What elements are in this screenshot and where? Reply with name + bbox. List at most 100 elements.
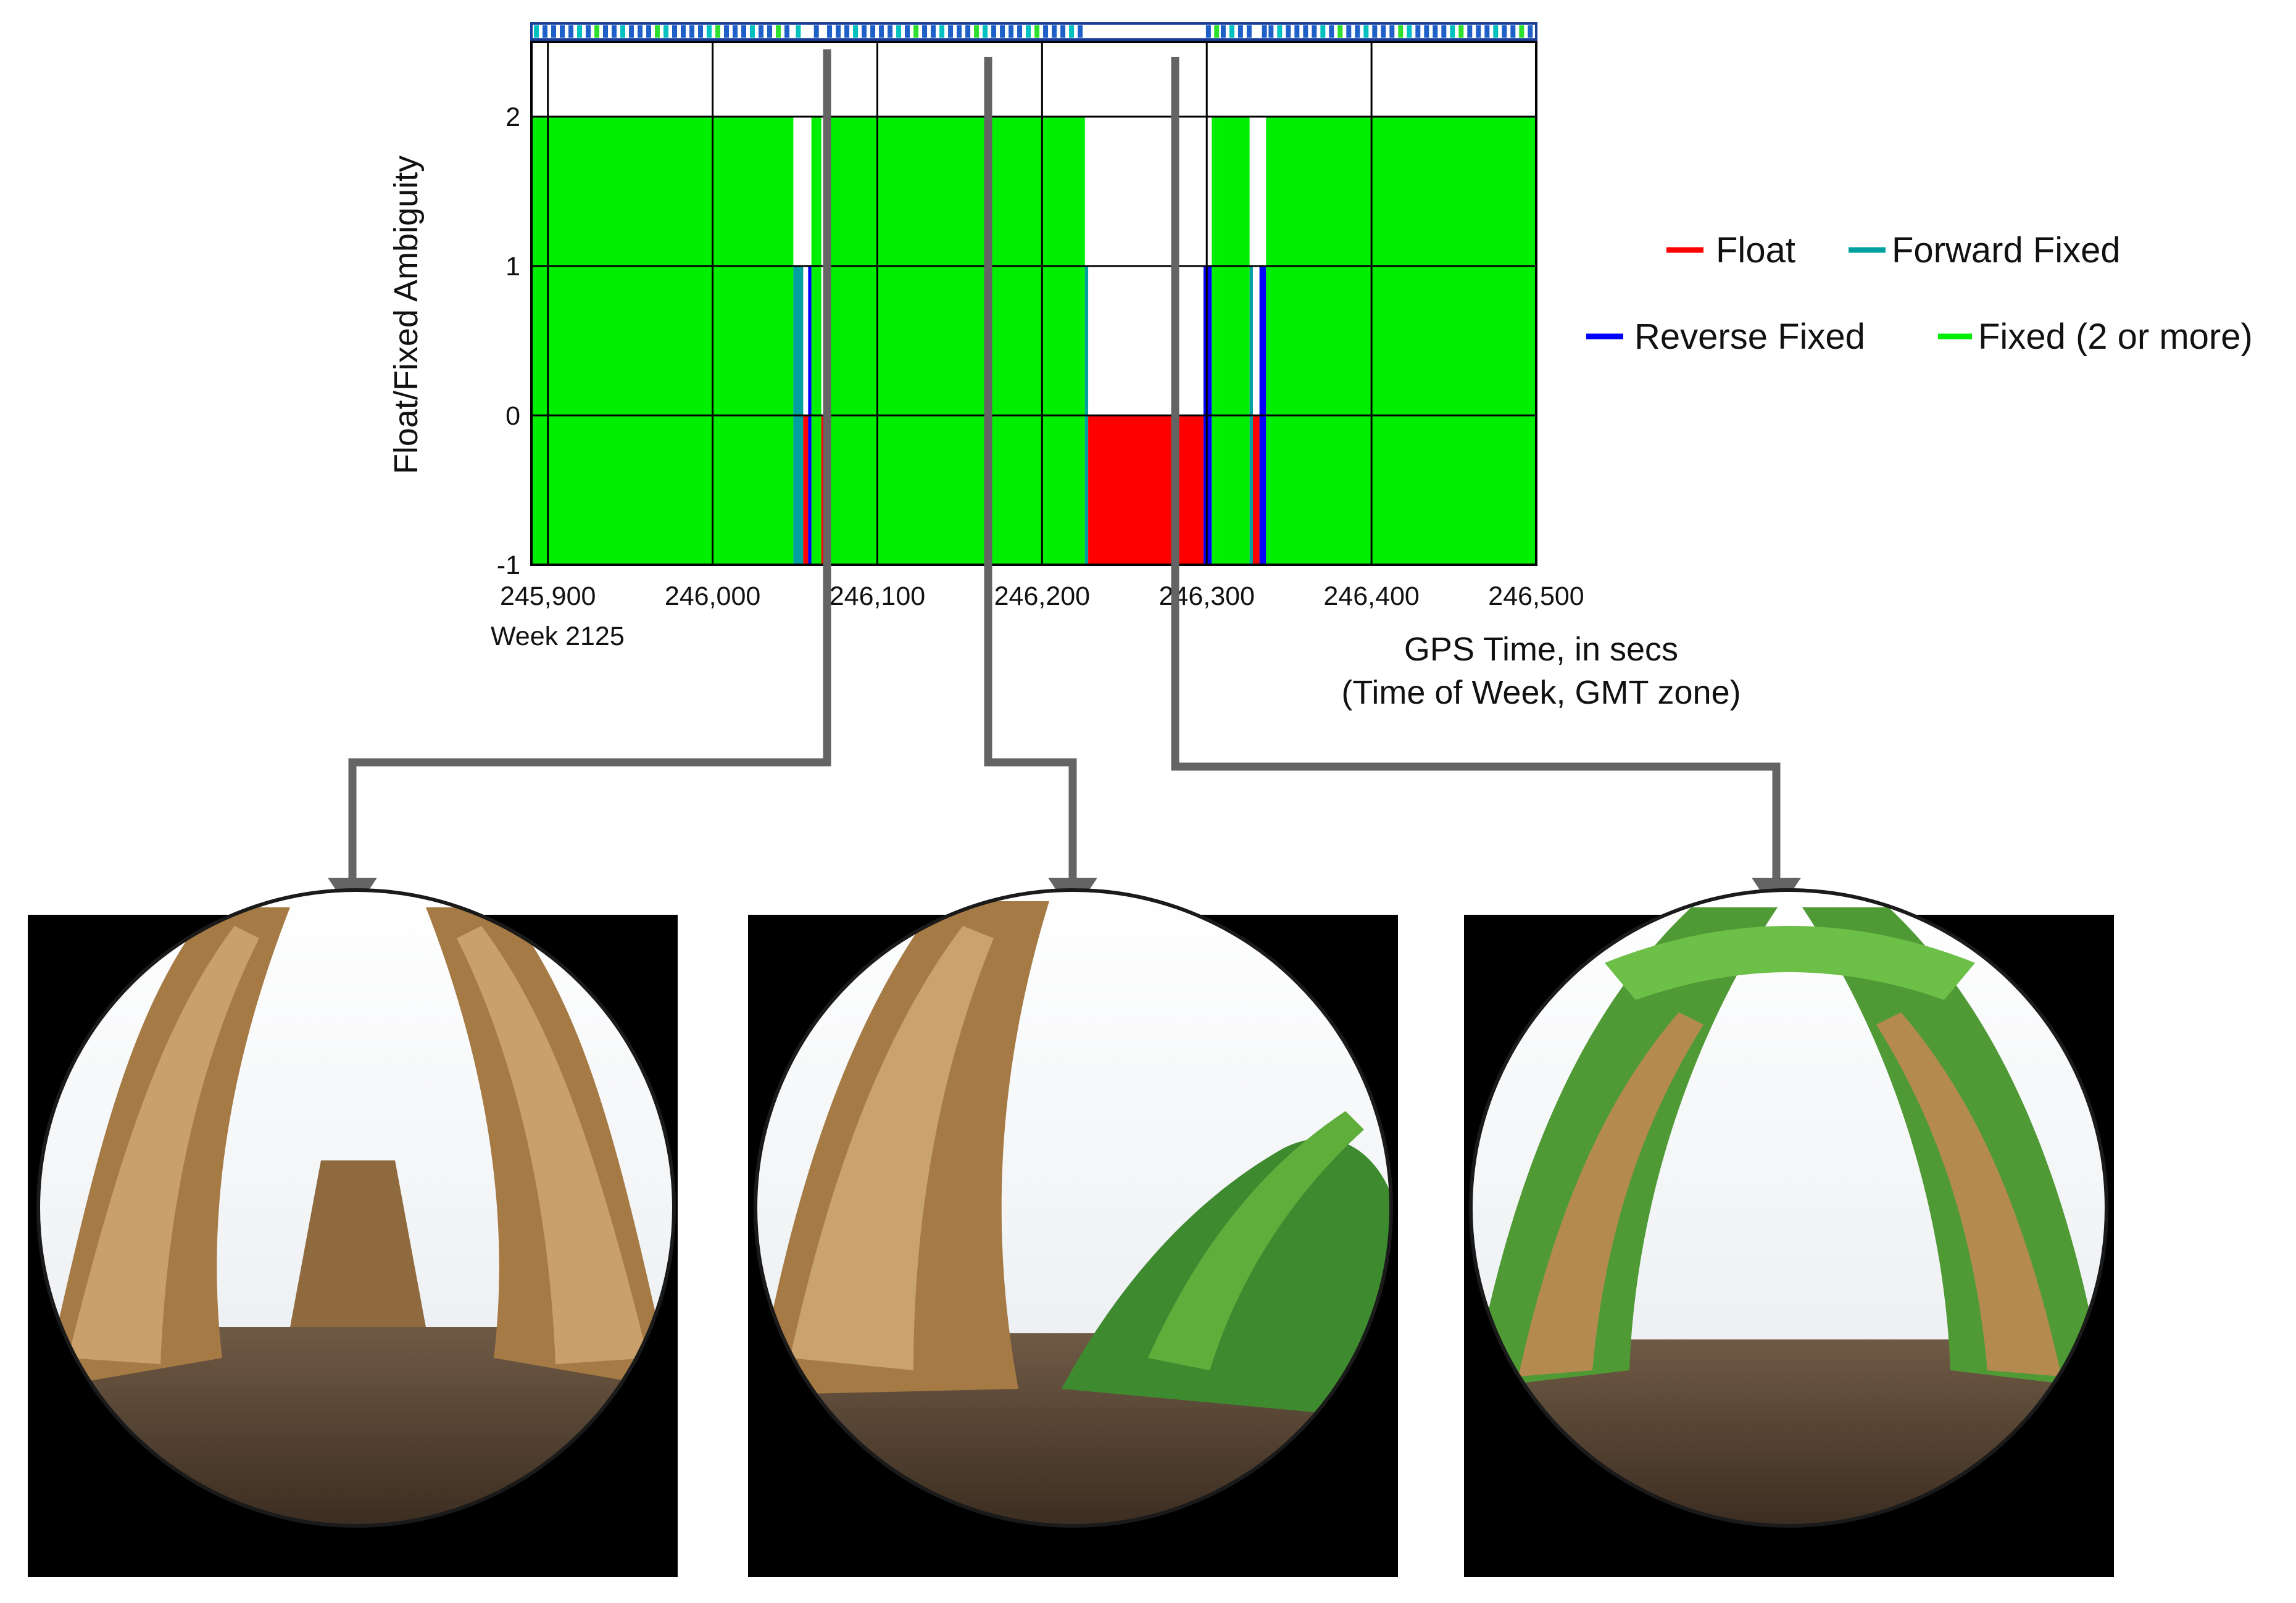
legend: Float Forward Fixed Reverse Fixed Fixed …	[1586, 230, 2253, 357]
status-tick-75	[1320, 25, 1326, 38]
status-tick-36	[862, 25, 867, 38]
legend-label-reverse-fixed: Reverse Fixed	[1634, 317, 1865, 357]
y-tick-label-0: 2	[505, 102, 520, 132]
status-strip	[530, 22, 1537, 41]
legend-label-fixed-2-or-more: Fixed (2 or more)	[1978, 317, 2253, 357]
y-axis-title: Float/Fixed Ambiguity	[388, 156, 425, 474]
status-tick-52	[1000, 25, 1005, 38]
status-tick-58	[1052, 25, 1057, 38]
status-tick-72	[1294, 25, 1300, 38]
status-tick-91	[1458, 25, 1464, 38]
status-tick-39	[888, 25, 893, 38]
status-tick-57	[1043, 25, 1049, 38]
connector-right	[1171, 57, 1781, 880]
status-tick-33	[836, 25, 841, 38]
status-tick-1	[543, 25, 547, 38]
segment-15	[1266, 117, 1536, 565]
status-tick-67	[1246, 25, 1252, 38]
status-tick-59	[1060, 25, 1066, 38]
status-tick-96	[1502, 25, 1507, 38]
x-tick-label-2: 246,100	[830, 581, 925, 611]
photo-middle-lens	[754, 888, 1393, 1528]
status-tick-88	[1433, 25, 1438, 38]
segment-0	[531, 117, 794, 565]
status-tick-83	[1389, 25, 1395, 38]
status-tick-29	[784, 25, 789, 38]
status-tick-99	[1528, 25, 1533, 38]
segment-10	[1212, 117, 1218, 565]
status-tick-0	[534, 25, 539, 38]
status-tick-7	[594, 25, 599, 38]
status-tick-80	[1363, 25, 1369, 38]
status-tick-74	[1312, 25, 1317, 38]
photo-middle	[748, 888, 1398, 1577]
status-tick-71	[1286, 25, 1291, 38]
status-tick-43	[922, 25, 928, 38]
status-tick-95	[1493, 25, 1499, 38]
status-tick-79	[1355, 25, 1360, 38]
x-tick-label-6: 246,500	[1488, 581, 1584, 611]
status-tick-94	[1484, 25, 1490, 38]
segment-2	[803, 415, 809, 565]
status-tick-38	[879, 25, 884, 38]
status-tick-64	[1220, 25, 1226, 38]
status-tick-28	[776, 25, 781, 38]
status-tick-12	[638, 25, 643, 38]
legend-label-float: Float	[1716, 230, 1795, 270]
status-tick-87	[1424, 25, 1429, 38]
status-tick-50	[983, 25, 988, 38]
status-tick-30	[796, 25, 801, 38]
status-tick-93	[1476, 25, 1481, 38]
photo-right	[1464, 888, 2114, 1577]
status-tick-23	[733, 25, 738, 38]
plot-area	[530, 41, 1537, 566]
segment-4	[811, 117, 821, 565]
status-tick-24	[741, 25, 746, 38]
status-tick-56	[1034, 25, 1040, 38]
status-tick-60	[1069, 25, 1075, 38]
status-tick-37	[870, 25, 876, 38]
status-tick-31	[813, 25, 819, 38]
legend-label-forward-fixed: Forward Fixed	[1892, 230, 2121, 270]
photo-left-lens	[36, 888, 676, 1528]
status-tick-34	[844, 25, 850, 38]
status-tick-53	[1009, 25, 1014, 38]
status-tick-21	[715, 25, 720, 38]
status-tick-47	[957, 25, 962, 38]
status-tick-85	[1407, 25, 1412, 38]
photo-left	[28, 888, 678, 1577]
data-segments	[531, 117, 1536, 565]
status-tick-22	[724, 25, 729, 38]
photo-right-lens	[1469, 888, 2108, 1528]
status-tick-6	[586, 25, 591, 38]
status-tick-81	[1372, 25, 1378, 38]
segment-11	[1218, 117, 1250, 565]
status-tick-61	[1078, 25, 1083, 38]
status-tick-9	[612, 25, 617, 38]
x-sublabel: Week 2125	[491, 622, 625, 651]
status-tick-70	[1277, 25, 1283, 38]
plot-frame	[530, 41, 1537, 566]
status-tick-11	[629, 25, 634, 38]
status-tick-66	[1237, 25, 1243, 38]
connectors	[348, 49, 1781, 880]
status-tick-19	[698, 25, 703, 38]
status-tick-62	[1205, 25, 1211, 38]
status-tick-40	[896, 25, 902, 38]
status-tick-78	[1346, 25, 1352, 38]
status-tick-68	[1262, 25, 1267, 38]
status-tick-15	[663, 25, 668, 38]
x-tick-labels: 245,900 246,000 246,100 246,200 246,300 246,4…	[500, 581, 1584, 611]
status-tick-98	[1519, 25, 1524, 38]
segment-6	[825, 117, 1085, 565]
status-tick-69	[1268, 25, 1274, 38]
status-tick-18	[689, 25, 694, 38]
status-tick-73	[1303, 25, 1308, 38]
status-tick-82	[1381, 25, 1386, 38]
status-tick-13	[646, 25, 651, 38]
y-tick-label-3: -1	[497, 551, 520, 580]
x-axis-title-line-1: GPS Time, in secs	[1404, 631, 1678, 668]
x-axis-title-line-2: (Time of Week, GMT zone)	[1341, 674, 1741, 711]
status-tick-46	[948, 25, 954, 38]
status-tick-32	[827, 25, 833, 38]
